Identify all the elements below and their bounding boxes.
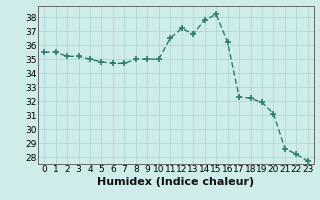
X-axis label: Humidex (Indice chaleur): Humidex (Indice chaleur) xyxy=(97,177,255,187)
